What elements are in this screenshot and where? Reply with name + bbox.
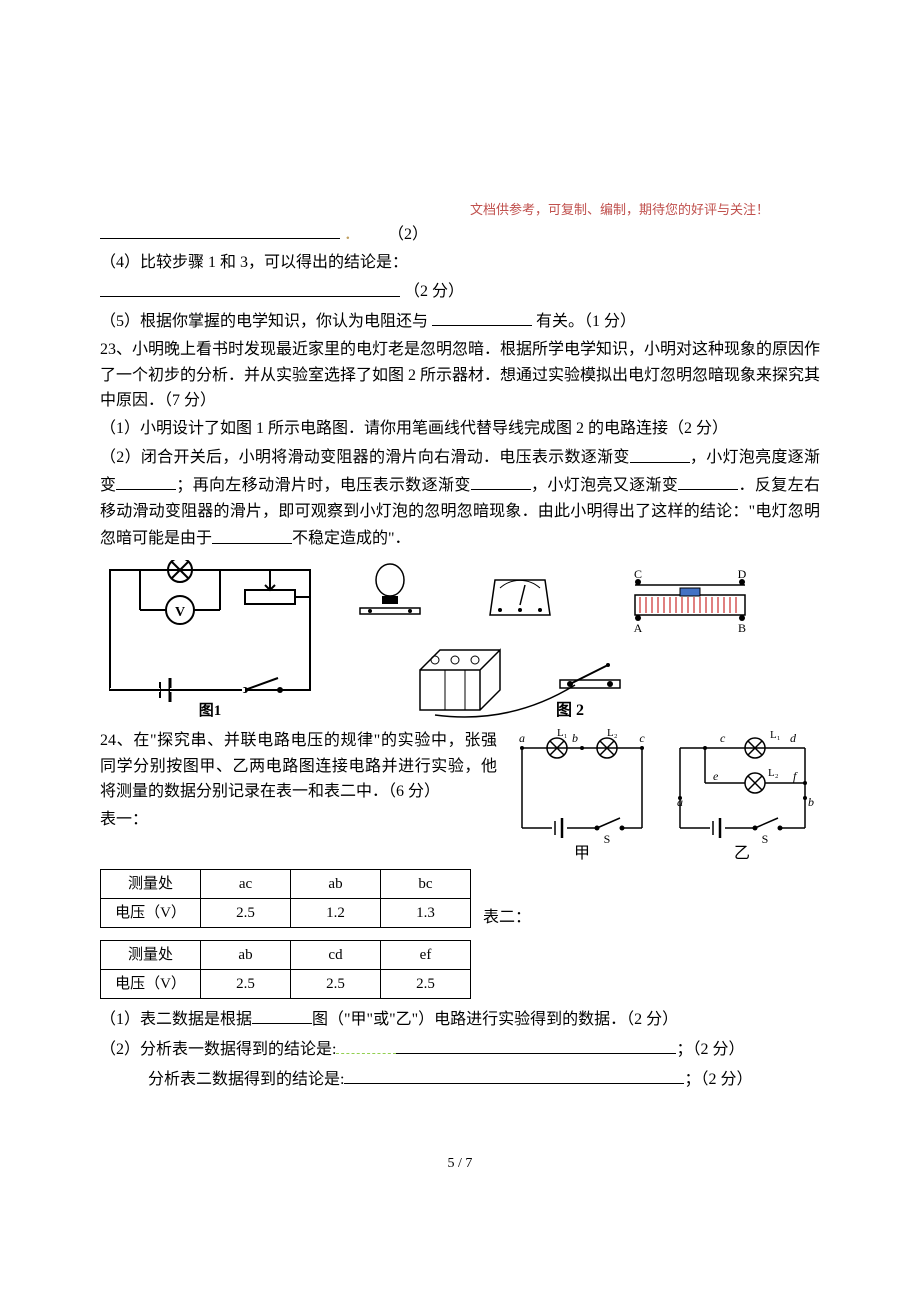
svg-text:图 2: 图 2 [556,701,584,719]
table-cell: 2.5 [201,899,291,928]
svg-text:b: b [572,731,578,745]
table-cell: ab [201,941,291,970]
text: ；（2 分） [676,1041,744,1058]
document-content: ． （2） （4）比较步骤 1 和 3，可以得出的结论是： （2 分） （5）根… [100,220,820,1093]
prev-tail: ． （2） [100,220,820,248]
blank [678,471,738,490]
blank [396,1035,676,1054]
row-header: 电压（V） [101,970,201,999]
blank-line [100,220,340,239]
table2-label: 表二： [483,905,531,935]
svg-text:图1: 图1 [199,702,222,719]
text: （5）根据你掌握的电学知识，你认为电阻还与 [100,313,428,330]
text: 图（"甲"或"乙"）电路进行实验得到的数据．（2 分） [312,1011,678,1028]
table1-label: 表一： [100,807,497,833]
text: （2）闭合开关后，小明将滑动变阻器的滑片向右滑动．电压表示数逐渐变 [100,450,630,467]
q-prev-4-blank: （2 分） [100,277,820,305]
score-badge: （2 分） [404,284,464,301]
table-cell: 2.5 [381,970,471,999]
row-header: 测量处 [101,941,201,970]
svg-text:c: c [720,731,726,745]
svg-text:D: D [738,567,747,581]
svg-text:L₁: L₁ [770,729,781,741]
marker-2: （2） [388,226,428,243]
blank [344,1065,684,1084]
svg-text:S: S [604,832,611,846]
table1-row: 测量处 ac ab bc 电压（V） 2.5 1.2 1.3 表二： [100,863,820,934]
svg-text:乙: 乙 [734,845,750,862]
table-cell: ab [291,870,381,899]
text: （2）分析表一数据得到的结论是: [100,1041,336,1058]
q24-q2a: （2）分析表一数据得到的结论是: ；（2 分） [100,1035,820,1063]
svg-text:L₁: L₁ [557,728,568,739]
table-cell: 1.3 [381,899,471,928]
svg-text:a: a [519,731,525,745]
q23-intro: 23、小明晚上看书时发现最近家里的电灯老是忽明忽暗．根据所学电学知识，小明对这种… [100,337,820,414]
table-cell: 2.5 [291,970,381,999]
table-cell: 2.5 [201,970,291,999]
q23-p1: （1）小明设计了如图 1 所示电路图．请你用笔画线代替导线完成图 2 的电路连接… [100,416,820,442]
circuit-yi-icon: S c d e f a b L₁ L₂ 乙 [665,728,820,863]
blank [336,1035,396,1054]
svg-text:B: B [738,621,746,635]
svg-text:L₂: L₂ [607,728,618,739]
q-prev-4: （4）比较步骤 1 和 3，可以得出的结论是： [100,250,820,276]
q24-section: 24、在"探究串、并联电路电压的规律"的实验中，张强同学分别按图甲、乙两电路图连… [100,728,820,863]
blank [471,471,531,490]
q24-q2b: 分析表二数据得到的结论是: ；（2 分） [100,1065,820,1093]
svg-text:S: S [762,832,769,846]
svg-text:b: b [808,795,814,809]
svg-text:L₂: L₂ [768,767,779,779]
row-header: 电压（V） [101,899,201,928]
text: ；（2 分） [684,1071,752,1088]
data-table-1: 测量处 ac ab bc 电压（V） 2.5 1.2 1.3 [100,869,471,928]
table-row: 测量处 ab cd ef [101,941,471,970]
blank-line [100,277,400,296]
table-row: 电压（V） 2.5 2.5 2.5 [101,970,471,999]
table-cell: ef [381,941,471,970]
svg-text:A: A [634,621,643,635]
q-prev-5: （5）根据你掌握的电学知识，你认为电阻还与 有关。（1 分） [100,307,820,335]
table-cell: bc [381,870,471,899]
q24-circuit-figures: S a b c L₁ L₂ 甲 [507,728,820,863]
text: （1）表二数据是根据 [100,1011,252,1028]
figure-2: A B C D [340,560,770,720]
blank-line [432,307,532,326]
table-row: 电压（V） 2.5 1.2 1.3 [101,899,471,928]
table-row: 测量处 ac ab bc [101,870,471,899]
q23-figures: V [100,560,820,720]
text: 分析表二数据得到的结论是: [148,1071,344,1088]
blank [212,524,292,543]
svg-text:f: f [793,769,798,783]
table-cell: 1.2 [291,899,381,928]
q24-q1: （1）表二数据是根据 图（"甲"或"乙"）电路进行实验得到的数据．（2 分） [100,1005,820,1033]
text: 不稳定造成的"． [292,531,411,548]
apparatus-diagram-icon: A B C D [340,560,770,720]
text: 有关。（1 分） [536,313,636,330]
svg-text:V: V [175,605,185,620]
text: ；再向左移动滑片时，电压表示数逐渐变 [176,477,470,494]
blank [252,1005,312,1024]
circuit-jia-icon: S a b c L₁ L₂ 甲 [507,728,657,863]
svg-text:甲: 甲 [574,845,590,862]
page-number: 5 / 7 [0,1153,920,1175]
header-note: 文档供参考，可复制、编制，期待您的好评与关注！ [470,200,769,221]
text: ，小灯泡亮又逐渐变 [531,477,679,494]
q23-p2: （2）闭合开关后，小明将滑动变阻器的滑片向右滑动．电压表示数逐渐变，小灯泡亮度逐… [100,443,820,552]
row-header: 测量处 [101,870,201,899]
svg-text:e: e [713,769,719,783]
blank [116,471,176,490]
q24-intro: 24、在"探究串、并联电路电压的规律"的实验中，张强同学分别按图甲、乙两电路图连… [100,728,497,805]
svg-text:c: c [639,731,645,745]
figure-1: V [100,560,320,720]
table-cell: cd [291,941,381,970]
svg-text:d: d [790,731,797,745]
svg-text:C: C [634,567,642,581]
circuit-diagram-icon: V [100,560,320,720]
data-table-2: 测量处 ab cd ef 电压（V） 2.5 2.5 2.5 [100,940,471,999]
table-cell: ac [201,870,291,899]
blank [630,443,690,462]
